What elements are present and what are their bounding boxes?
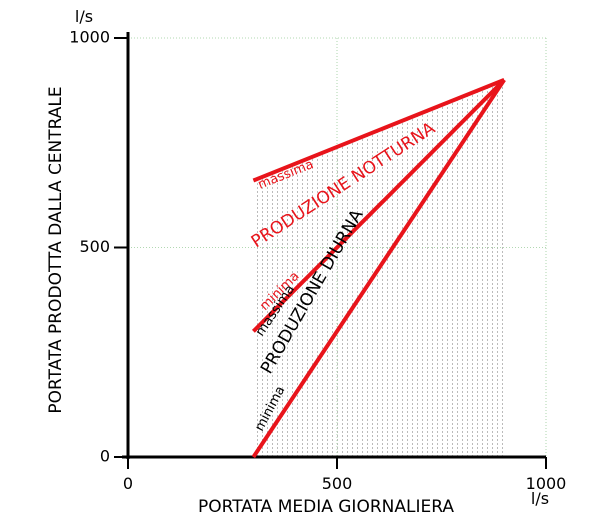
x-title: PORTATA MEDIA GIORNALIERA — [198, 497, 454, 517]
y-tick-label: 1000 — [69, 28, 110, 47]
series-line — [252, 78, 505, 183]
x-tick-label: 0 — [123, 474, 133, 493]
x-tick-label: 500 — [322, 474, 353, 493]
series-line — [251, 78, 506, 333]
x-unit: l/s — [531, 489, 549, 508]
annotations: massima PRODUZIONE NOTTURNA minima massi… — [248, 118, 439, 434]
plot: 0 500 1000 0 500 1000 — [69, 28, 566, 494]
y-tick-label: 0 — [100, 447, 110, 466]
series-line — [251, 78, 506, 459]
x-tick-label: 1000 — [526, 474, 567, 493]
y-title: PORTATA PRODOTTA DALLA CENTRALE — [46, 86, 66, 413]
annotation: massima — [256, 157, 316, 193]
y-tick-label: 500 — [79, 237, 110, 256]
y-unit: l/s — [75, 7, 93, 26]
